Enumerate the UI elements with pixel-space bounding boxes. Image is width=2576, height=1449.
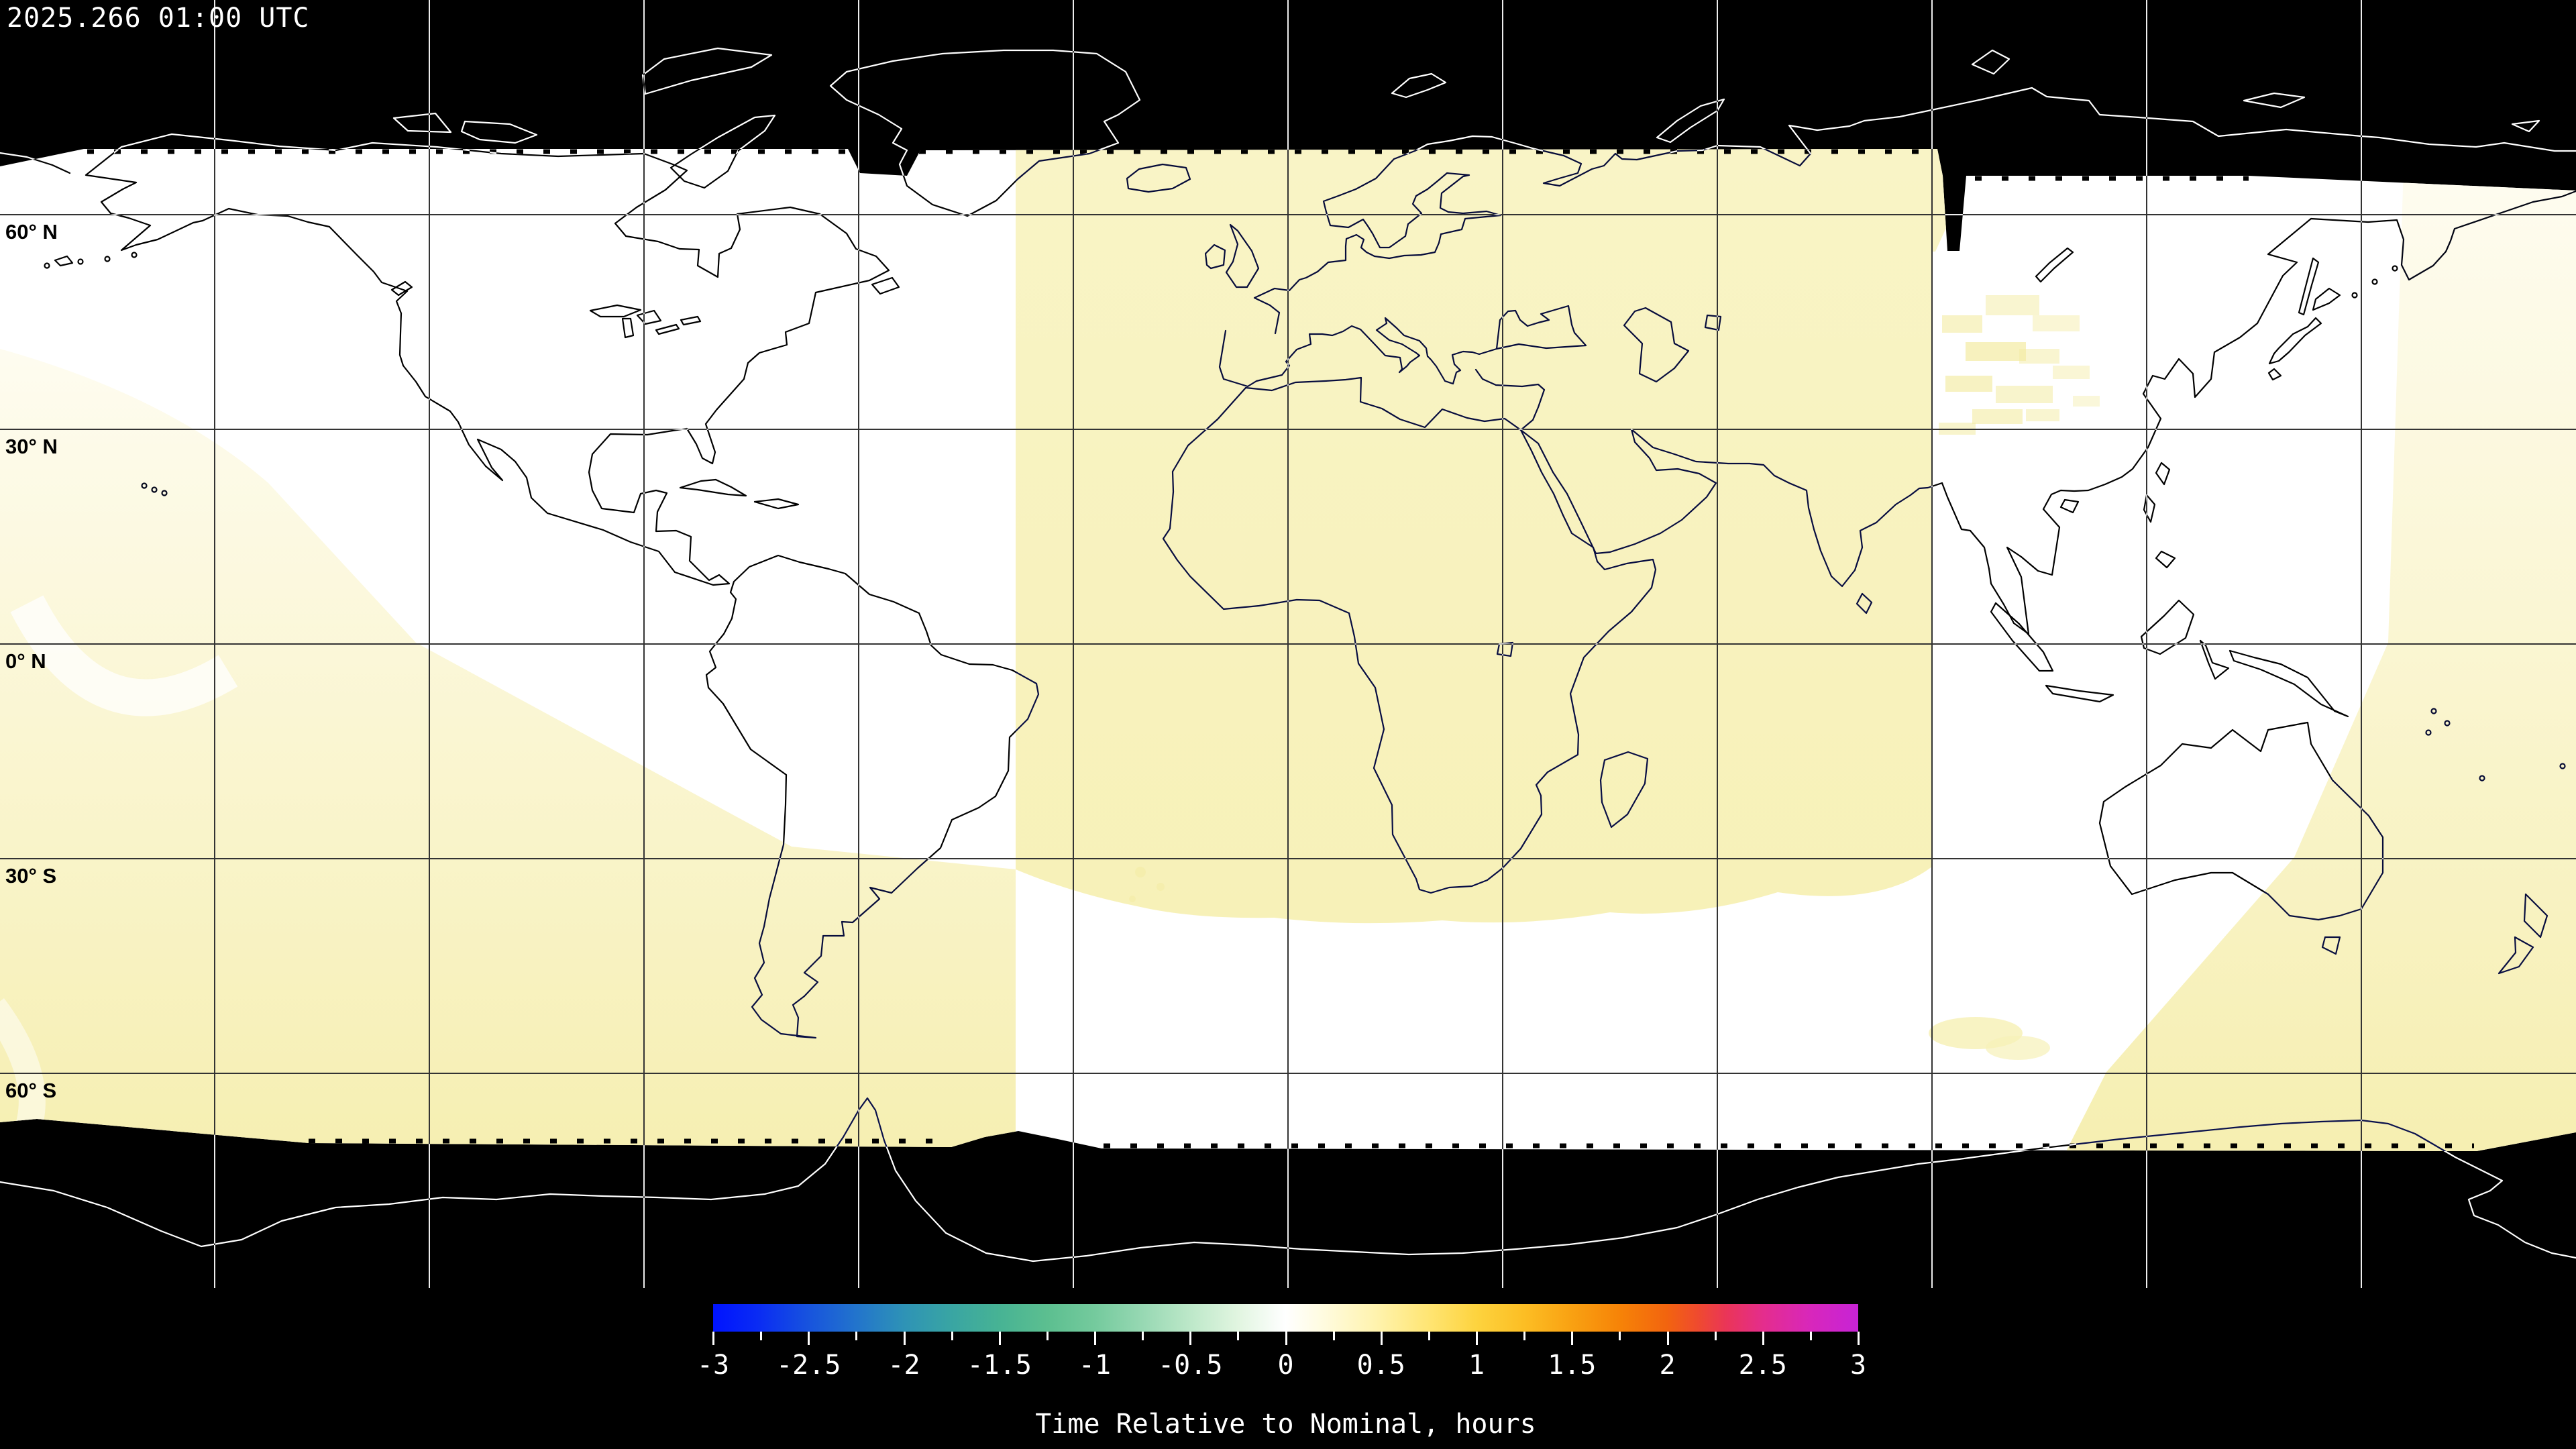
colorbar-major-tick: [1666, 1332, 1669, 1345]
colorbar-minor-tick: [855, 1332, 858, 1340]
colorbar-minor-tick: [1714, 1332, 1717, 1340]
latitude-label: 30° S: [5, 864, 57, 888]
colorbar-tick-label: -2.5: [776, 1350, 841, 1381]
colorbar-minor-tick: [1142, 1332, 1144, 1340]
colorbar-tick-label: -0.5: [1158, 1350, 1223, 1381]
colorbar-major-tick: [1285, 1332, 1287, 1345]
latitude-label: 0° N: [5, 649, 46, 673]
colorbar-minor-tick: [951, 1332, 953, 1340]
colorbar-tick-label: 1.5: [1548, 1350, 1597, 1381]
colorbar-tick-label: 0.5: [1356, 1350, 1405, 1381]
colorbar-tick-label: 0: [1277, 1350, 1294, 1381]
colorbar-major-tick: [1571, 1332, 1574, 1345]
latitude-label: 60° N: [5, 220, 58, 244]
colorbar-major-tick: [903, 1332, 906, 1345]
colorbar-tick-label: 1: [1468, 1350, 1485, 1381]
swath-bands: [0, 149, 2576, 1151]
colorbar-minor-tick: [1332, 1332, 1335, 1340]
colorbar-minor-tick: [1428, 1332, 1430, 1340]
colorbar-tick-label: -1: [1078, 1350, 1112, 1381]
colorbar-major-tick: [1762, 1332, 1764, 1345]
colorbar-major-tick: [1858, 1332, 1860, 1345]
colorbar-minor-tick: [760, 1332, 763, 1340]
colorbar-tick-label: -2: [888, 1350, 920, 1381]
colorbar-tick-label: 2: [1659, 1350, 1676, 1381]
colorbar-major-tick: [1189, 1332, 1192, 1345]
colorbar-minor-tick: [1046, 1332, 1049, 1340]
colorbar-tick-label: -1.5: [967, 1350, 1032, 1381]
colorbar-major-tick: [1476, 1332, 1478, 1345]
colorbar-minor-tick: [1237, 1332, 1240, 1340]
colorbar-tick-label: -3: [696, 1350, 730, 1381]
latitude-label: 60° S: [5, 1079, 57, 1102]
colorbar-tick-label: 2.5: [1738, 1350, 1787, 1381]
colorbar-gradient: [713, 1304, 1858, 1332]
colorbar-major-tick: [1094, 1332, 1096, 1345]
coastlines: [0, 47, 2576, 1263]
colorbar-major-tick: [712, 1332, 714, 1345]
colorbar-major-tick: [998, 1332, 1001, 1345]
latitude-label: 30° N: [5, 435, 58, 458]
colorbar-minor-tick: [1619, 1332, 1621, 1340]
colorbar-tick-label: 3: [1849, 1350, 1867, 1381]
colorbar-major-tick: [808, 1332, 810, 1345]
timestamp-label: 2025.266 01:00 UTC: [7, 3, 310, 34]
colorbar-minor-tick: [1809, 1332, 1812, 1340]
colorbar-major-tick: [1380, 1332, 1383, 1345]
colorbar-minor-tick: [1523, 1332, 1526, 1340]
colorbar-title: Time Relative to Nominal, hours: [1035, 1409, 1536, 1440]
